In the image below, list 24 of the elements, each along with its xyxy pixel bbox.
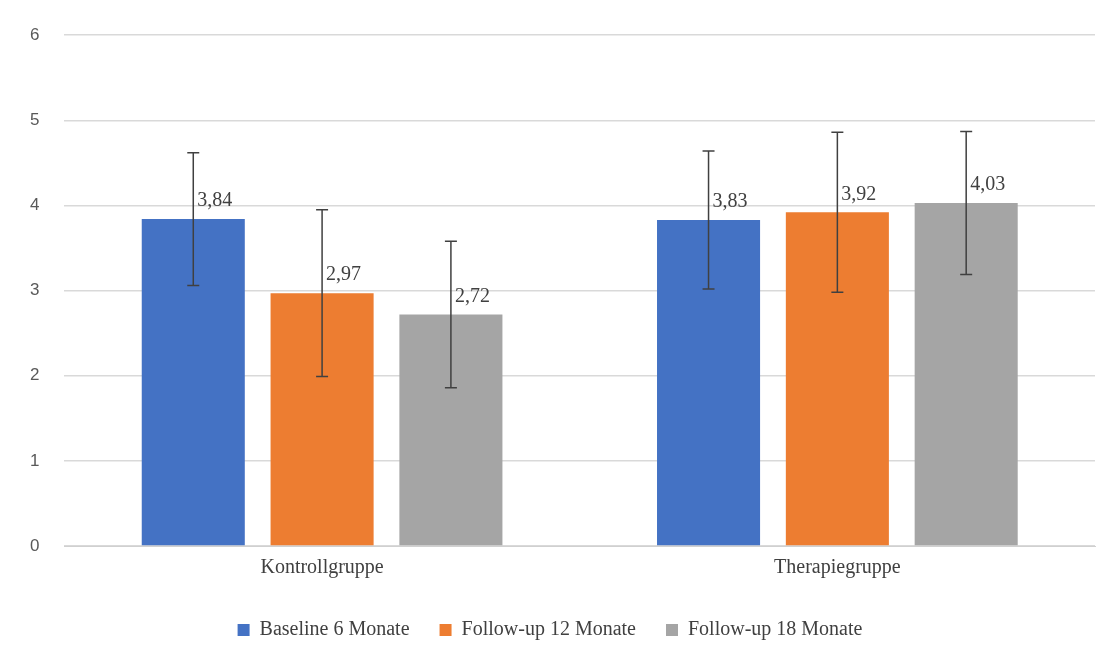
x-tick-label: Kontrollgruppe: [260, 555, 384, 579]
bar: [399, 314, 503, 546]
data-label: 3,92: [841, 181, 877, 204]
legend-label: Follow-up 12 Monate: [461, 617, 637, 641]
data-label: 2,97: [326, 262, 362, 285]
data-label: 3,83: [712, 189, 748, 212]
x-tick-label: Therapiegruppe: [774, 555, 901, 579]
y-tick-label: 0: [29, 535, 40, 555]
bar: [141, 219, 245, 546]
bar: [270, 293, 374, 546]
bar: [785, 212, 889, 546]
y-tick-label: 1: [29, 450, 40, 470]
data-label: 3,84: [197, 188, 233, 211]
y-tick-label: 6: [29, 24, 40, 44]
y-tick-label: 3: [29, 280, 40, 300]
y-tick-label: 5: [29, 110, 40, 130]
legend-label: Baseline 6 Monate: [259, 617, 410, 640]
data-label: 4,03: [970, 172, 1006, 195]
bar: [657, 219, 761, 546]
y-tick-label: 2: [29, 365, 40, 385]
y-tick-label: 4: [29, 195, 40, 215]
data-label: 2,72: [454, 283, 490, 306]
bar: [914, 202, 1018, 546]
legend-label: Follow-up 18 Monate: [687, 617, 863, 641]
